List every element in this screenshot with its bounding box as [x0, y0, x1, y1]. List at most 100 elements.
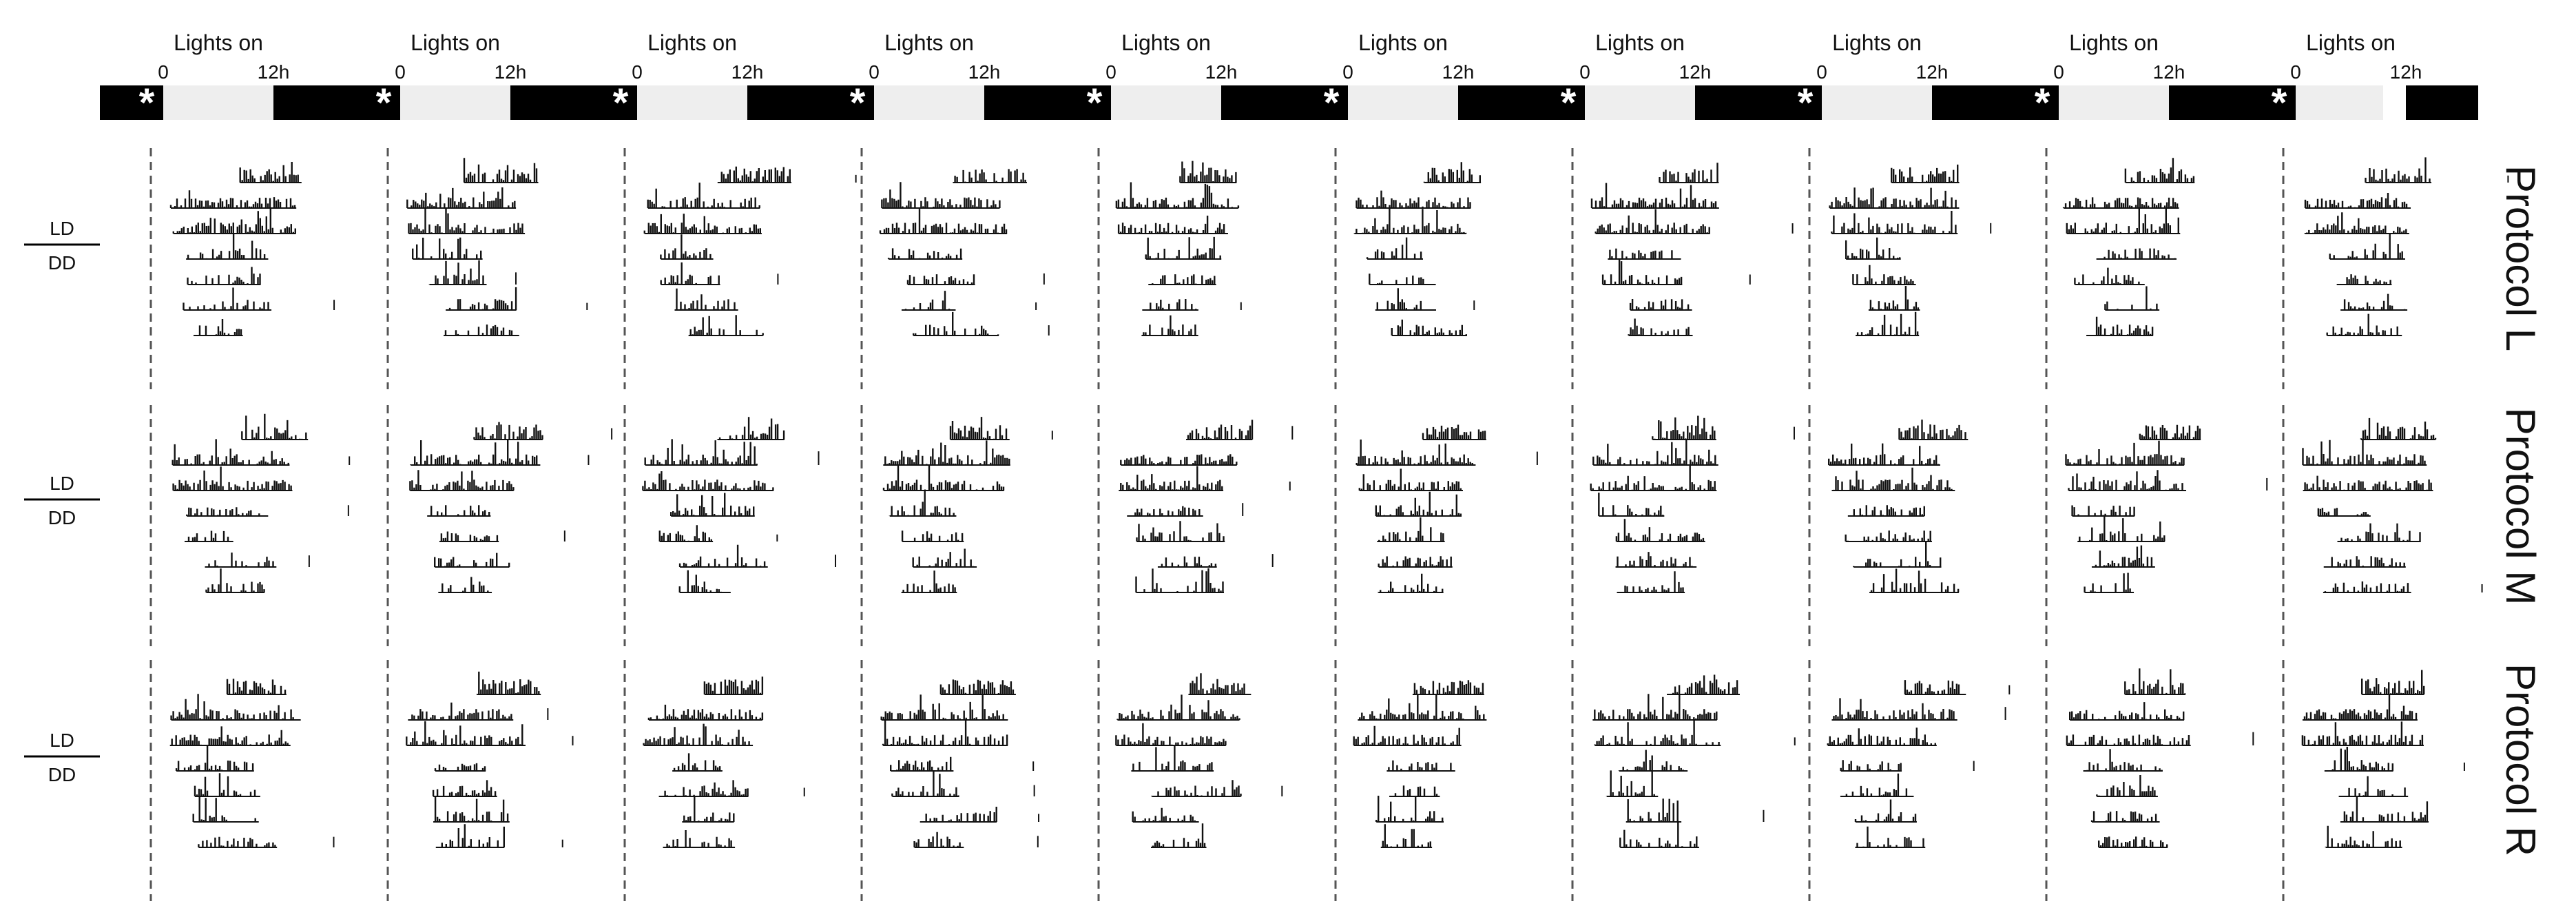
activity-bars	[430, 505, 490, 516]
activity-bars	[432, 780, 497, 796]
activity-bars	[2301, 721, 2424, 745]
activity-bars	[2304, 475, 2432, 491]
actogram	[1827, 680, 2011, 848]
activity-bars	[2139, 424, 2201, 440]
activity-bars	[1120, 466, 1223, 491]
activity-bars	[1609, 248, 1681, 259]
activity-bars	[1827, 728, 1936, 745]
activity-bars	[1828, 443, 1940, 465]
asterisk-marker: *	[613, 81, 629, 125]
tick-label-12h: 12h	[1442, 61, 1475, 83]
activity-bars	[2079, 515, 2165, 541]
actogram	[2065, 424, 2268, 593]
asterisk-marker: *	[850, 81, 866, 125]
activity-bars	[2096, 775, 2156, 796]
asterisk-marker: *	[1561, 81, 1577, 125]
activity-bars	[1590, 183, 1717, 208]
activity-bars	[1624, 571, 1684, 592]
activity-bars	[1618, 750, 1684, 771]
activity-bars	[1391, 319, 1467, 336]
activity-bars	[904, 291, 951, 310]
activity-bars	[1845, 237, 1901, 259]
lights-on-label: Lights on	[1358, 30, 1448, 55]
actogram	[1829, 164, 1992, 336]
activity-bars	[183, 287, 269, 310]
tick-label-12h: 12h	[2390, 61, 2422, 83]
activity-bars	[1359, 694, 1485, 720]
lights-on-label: Lights on	[647, 30, 737, 55]
asterisk-marker: *	[1087, 81, 1103, 125]
activity-bars	[889, 490, 955, 516]
actogram	[642, 417, 837, 593]
activity-bars	[879, 209, 1008, 234]
tick-label-12h: 12h	[1679, 61, 1712, 83]
activity-bars	[2361, 670, 2425, 694]
activity-bars	[187, 233, 266, 259]
actogram	[2302, 417, 2483, 593]
activity-bars	[476, 671, 540, 694]
actogram	[882, 417, 1053, 593]
activity-bars	[902, 570, 956, 592]
activity-bars	[463, 158, 538, 183]
activity-bars	[670, 493, 755, 516]
activity-bars	[2099, 248, 2176, 259]
tick-label-0: 0	[395, 61, 406, 83]
activity-bars	[2074, 267, 2140, 285]
actogram	[879, 169, 1050, 336]
activity-bars	[2068, 470, 2183, 491]
activity-bars	[194, 773, 256, 796]
activity-bars	[643, 723, 750, 745]
activity-bars	[647, 183, 760, 208]
activity-bars	[1394, 785, 1438, 796]
protocol-labels: Protocol L Protocol M Protocol R	[2497, 165, 2544, 856]
activity-bars	[1388, 760, 1452, 771]
dark-phase-block	[1458, 85, 1585, 120]
dark-phase-block	[747, 85, 874, 120]
tick-label-0: 0	[1342, 61, 1353, 83]
ld-dd-label-group: LD DD	[24, 730, 100, 785]
activity-bars	[678, 570, 722, 592]
activity-bars	[660, 262, 720, 285]
activity-bars	[428, 260, 484, 285]
activity-bars	[925, 807, 997, 822]
protocol-band	[149, 660, 2465, 901]
actogram	[1115, 161, 1242, 336]
activity-bars	[1355, 190, 1471, 208]
activity-bars	[2302, 440, 2426, 465]
activity-bars	[226, 679, 287, 694]
ld-label: LD	[50, 730, 74, 751]
activity-bars	[939, 679, 1015, 694]
activity-bars	[1856, 826, 1924, 847]
activity-bars	[2090, 811, 2157, 822]
activity-bars	[2069, 702, 2185, 720]
activity-bars	[644, 439, 758, 465]
activity-bars	[448, 287, 517, 310]
actogram	[169, 679, 335, 848]
activity-bars	[409, 470, 515, 491]
activity-bars	[1619, 822, 1698, 847]
activity-bars	[239, 162, 301, 183]
activity-bars	[1150, 299, 1197, 310]
activity-bars	[1161, 556, 1217, 567]
activity-bars	[473, 422, 543, 440]
tick-label-12h: 12h	[968, 61, 1001, 83]
lights-on-label: Lights on	[174, 30, 263, 55]
activity-bars	[882, 720, 1008, 745]
activity-bars	[1898, 420, 1966, 440]
activity-bars	[1366, 237, 1422, 259]
activity-bars	[192, 796, 256, 822]
activity-bars	[171, 726, 289, 745]
tick-label-0: 0	[2290, 61, 2301, 83]
activity-bars	[2104, 286, 2158, 310]
asterisk-marker: *	[139, 81, 155, 125]
activity-bars	[1869, 286, 1920, 310]
activity-bars	[1151, 780, 1242, 796]
activity-bars	[2062, 197, 2179, 208]
tick-label-12h: 12h	[2153, 61, 2185, 83]
activity-bars	[406, 187, 516, 208]
activity-bars	[1659, 163, 1718, 183]
activity-bars	[683, 796, 735, 822]
activity-bars	[1382, 824, 1431, 847]
activity-bars	[1117, 216, 1225, 234]
actogram	[2062, 158, 2195, 336]
